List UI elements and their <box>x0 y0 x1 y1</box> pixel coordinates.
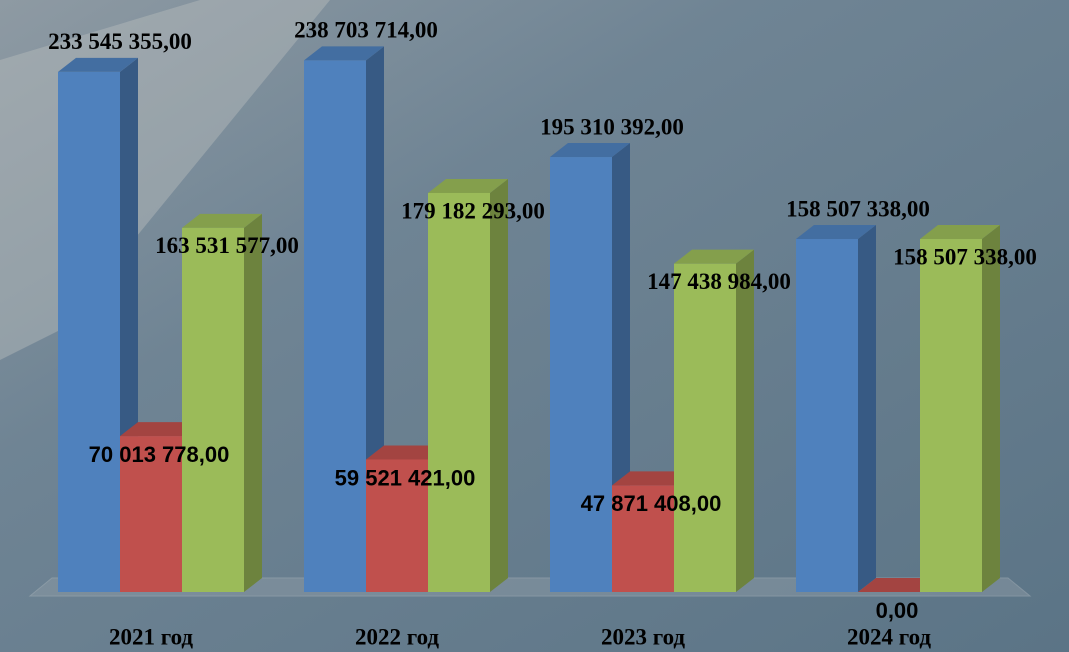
bar <box>304 60 366 593</box>
value-label: 47 871 408,00 <box>581 491 722 516</box>
value-label: 163 531 577,00 <box>155 233 299 258</box>
bar <box>612 485 674 592</box>
bar <box>796 239 858 592</box>
bar <box>58 71 120 592</box>
bar <box>920 239 982 592</box>
x-tick-label: 2022 год <box>355 624 439 649</box>
value-label: 238 703 714,00 <box>294 18 438 43</box>
bar-side <box>490 178 508 592</box>
bar-top <box>182 213 262 228</box>
floor <box>28 577 1032 597</box>
bar-top <box>858 578 938 592</box>
value-label: 233 545 355,00 <box>48 29 192 54</box>
value-label: 70 013 778,00 <box>89 442 230 467</box>
value-label: 179 182 293,00 <box>401 198 545 223</box>
bar-side <box>858 225 876 592</box>
bar-top <box>120 422 200 437</box>
x-tick-label: 2021 год <box>109 624 193 649</box>
value-label: 195 310 392,00 <box>540 114 684 139</box>
bar-top <box>920 225 1000 240</box>
bar <box>674 263 736 592</box>
bar-side <box>736 249 754 592</box>
bar-top <box>612 471 692 486</box>
bar-top <box>674 249 754 264</box>
bar-top <box>428 178 508 193</box>
bar-side <box>244 213 262 592</box>
bar-top <box>550 143 630 158</box>
bar-top <box>58 57 138 72</box>
value-label: 59 521 421,00 <box>335 465 476 490</box>
bar <box>182 227 244 592</box>
value-label: 0,00 <box>876 598 919 623</box>
value-label: 158 507 338,00 <box>786 196 930 221</box>
value-label: 147 438 984,00 <box>647 269 791 294</box>
x-tick-label: 2024 год <box>847 624 931 649</box>
bar-top <box>366 445 446 460</box>
bar-top <box>304 46 384 61</box>
value-label: 158 507 338,00 <box>893 244 1037 269</box>
x-tick-label: 2023 год <box>601 624 685 649</box>
bar <box>550 157 612 592</box>
bar-top <box>796 225 876 240</box>
bar <box>366 459 428 592</box>
bar <box>428 192 490 592</box>
bar-side <box>982 225 1000 592</box>
bar <box>120 436 182 592</box>
